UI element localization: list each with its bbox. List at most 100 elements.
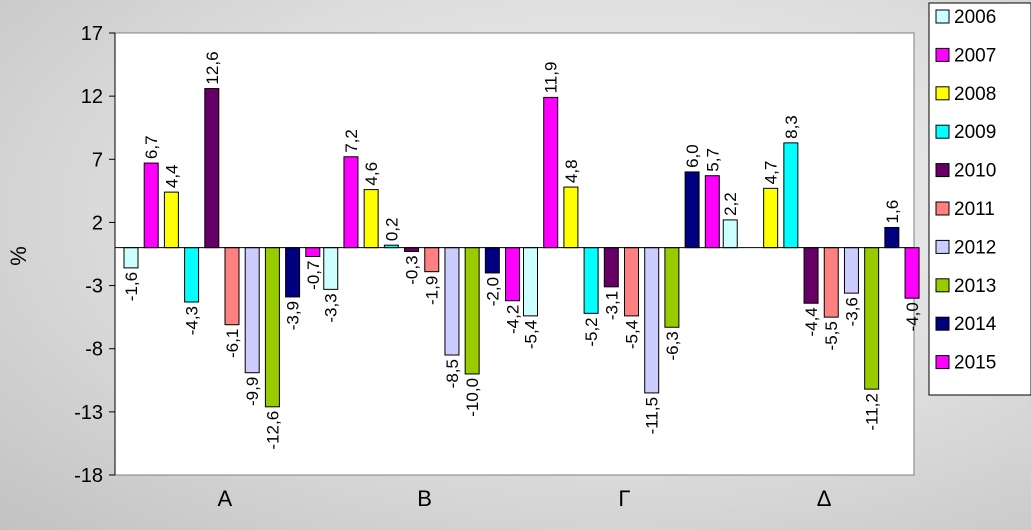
bar [904,247,920,299]
bar [363,189,379,249]
bar [664,247,680,328]
data-label: -5,4 [623,320,642,349]
x-category-label: Β [417,486,432,511]
data-label: 4,6 [362,162,381,186]
data-label: 1,6 [883,200,902,224]
bar [864,247,880,390]
y-tick-label: -3 [85,276,103,298]
data-label: -2,0 [483,277,502,306]
bar [285,247,301,298]
legend-label: 2014 [954,314,997,335]
legend-label: 2012 [954,237,996,258]
data-label: -11,2 [863,393,882,431]
y-tick-label: 12 [81,86,103,108]
data-label: 2,2 [721,192,740,216]
data-label: -6,1 [223,329,242,358]
legend-swatch [935,316,950,331]
legend-swatch [935,278,950,293]
bar [583,247,599,314]
bar [204,88,220,249]
data-label: 6,7 [142,135,161,159]
legend-swatch [935,47,950,62]
data-label: 12,6 [203,51,222,84]
y-axis-label: % [6,246,31,266]
data-label: -3,9 [284,301,303,330]
data-label: -4,3 [183,306,202,335]
legend-label: 2011 [954,199,995,220]
bar [184,247,200,303]
data-label: -10,0 [463,378,482,417]
bar [444,247,460,356]
bar [763,187,779,249]
legend-swatch [935,9,950,24]
data-label: -5,2 [582,317,601,346]
x-category-label: Δ [817,486,832,511]
legend: 2006 2007 2008 2009 2010 2011 2012 2013 2014 2015 [928,2,1031,396]
bar [722,219,738,249]
legend-swatch [935,86,950,101]
data-label: -1,6 [122,272,141,301]
bar [163,191,179,249]
data-label: 8,3 [782,115,801,139]
legend-swatch [935,201,950,216]
x-category-label: Γ [618,486,630,511]
legend-swatch [935,355,950,370]
y-tick-label: -18 [74,465,103,487]
data-label: -4,4 [802,307,821,336]
data-label: 4,8 [562,159,581,183]
y-tick-label: 17 [81,23,103,45]
bar [123,247,139,269]
bar [684,171,700,249]
data-label: -4,0 [903,302,922,331]
data-label: 0,2 [382,218,401,242]
bar [543,96,559,249]
y-axis-ticks: 17 12 7 2 -3 -8 -13 -18 [74,23,115,487]
bar [624,247,639,317]
data-label: -1,9 [423,276,442,305]
chart-marks: -1,6 6,74,4 -4,3 12,6 -6,1-9,9-12,6 -3,9-0,7 -… [122,51,922,449]
y-tick-label: 2 [92,212,103,234]
data-label: -8,5 [443,359,462,388]
bar [823,247,839,318]
data-label: -5,5 [822,321,841,350]
data-label: 6,0 [683,144,702,168]
bar [143,162,159,249]
legend-label: 2006 [954,7,996,28]
bar [404,247,420,252]
bar [704,175,720,249]
legend-label: 2008 [954,84,996,105]
legend-label: 2009 [954,122,996,143]
data-label: 7,2 [342,129,361,153]
legend-label: 2010 [954,161,996,182]
bar [523,247,538,317]
legend-label: 2015 [954,353,996,374]
data-label: -4,2 [504,305,523,334]
bar [505,247,521,302]
bar [783,142,799,249]
y-tick-label: 7 [92,149,103,171]
data-label: -12,6 [263,411,282,450]
x-category-label: Α [218,486,233,511]
data-label: -11,5 [643,397,662,435]
data-label: 4,7 [762,161,781,185]
bar [244,247,260,374]
bar [464,247,480,375]
bar [424,247,440,273]
y-tick-label: -8 [85,339,103,361]
data-label: -6,3 [663,331,682,360]
bar [884,226,900,249]
bar [323,247,339,290]
data-label: -3,3 [322,293,341,322]
data-label: 11,9 [542,62,561,94]
data-label: -9,9 [243,377,262,406]
bar [644,247,660,394]
legend-swatch [935,239,950,254]
bar [603,247,619,288]
data-label: -3,1 [602,291,621,320]
data-label: -0,3 [403,255,422,284]
data-label: 4,4 [162,164,181,188]
bar [305,247,321,258]
y-tick-label: -13 [74,402,103,424]
legend-label: 2007 [954,45,996,66]
bar [843,247,859,294]
